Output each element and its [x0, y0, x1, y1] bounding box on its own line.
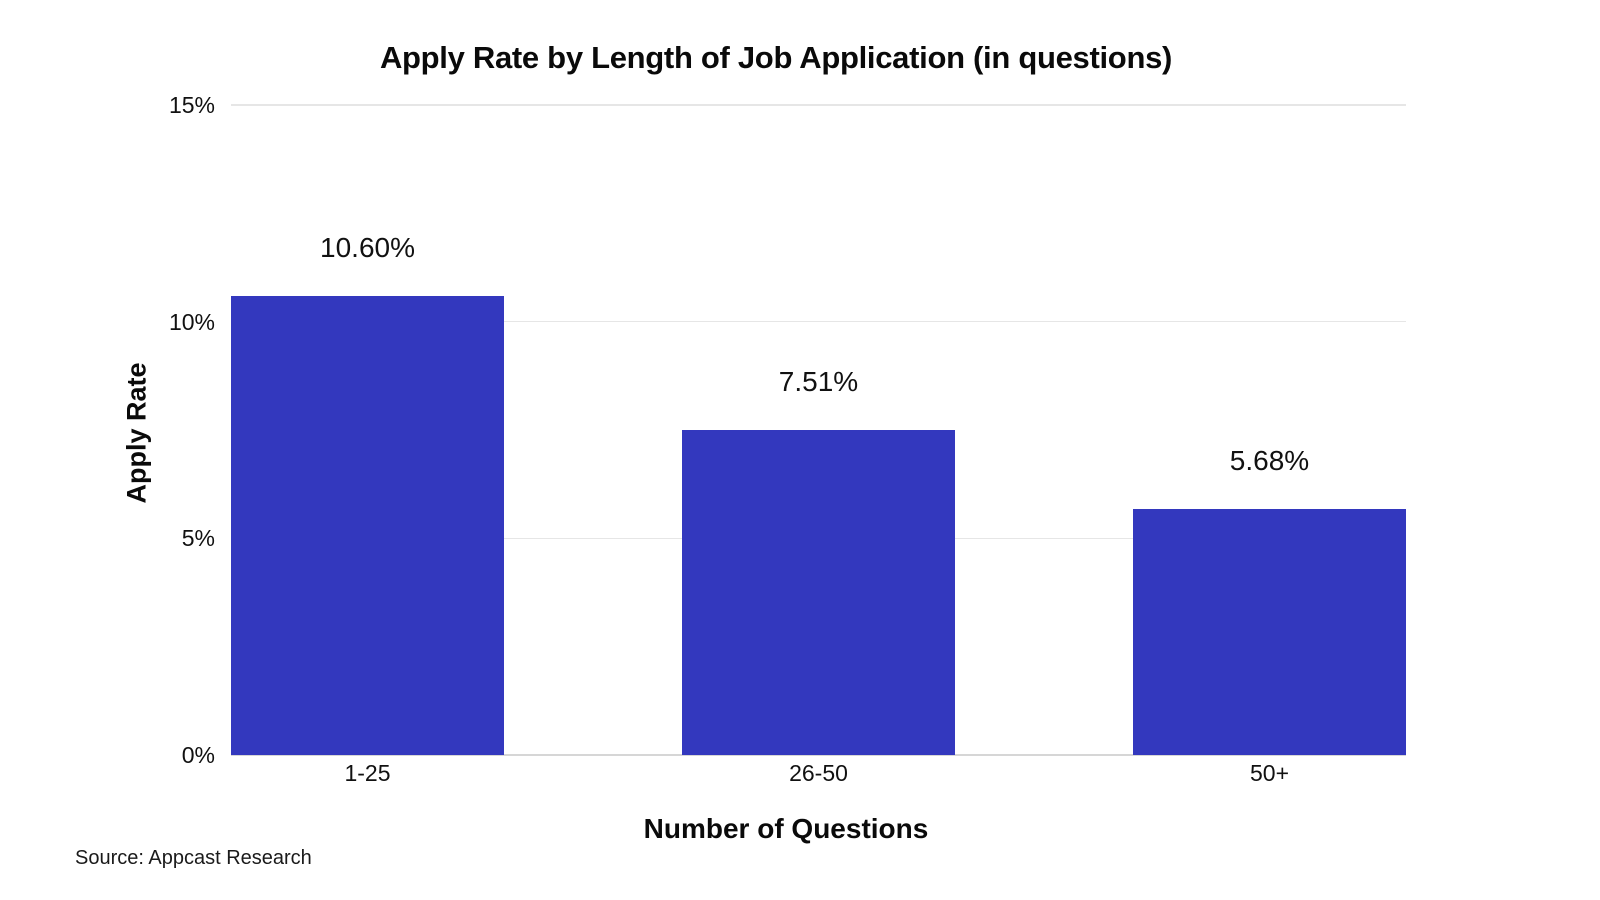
y-tick-label-0pct: 0% — [181, 742, 215, 768]
x-axis-line — [231, 754, 1406, 756]
plot-area: 10.60% 7.51% 5.68% — [231, 104, 1406, 756]
x-tick-label-26-50: 26-50 — [789, 760, 848, 786]
x-axis-title: Number of Questions — [643, 813, 929, 844]
x-tick-label-50+: 50+ — [1249, 760, 1290, 786]
y-axis-title: Apply Rate — [121, 362, 152, 504]
bar-1-25 — [231, 295, 504, 755]
y-tick-label-10pct: 10% — [168, 308, 215, 335]
source-note: Source: Appcast Research — [75, 847, 312, 869]
bar-value-label-1-25: 10.60% — [320, 231, 415, 263]
y-tick-label-5pct: 5% — [181, 525, 215, 552]
bar-value-label-50+: 5.68% — [1229, 444, 1310, 476]
bar-26-50 — [682, 429, 955, 755]
gridline-15pct — [231, 104, 1406, 106]
bar-value-label-26-50: 7.51% — [778, 365, 859, 397]
x-tick-label-1-25: 1-25 — [344, 760, 391, 786]
chart-title: Apply Rate by Length of Job Application … — [379, 40, 1173, 75]
y-tick-label-15pct: 15% — [168, 92, 215, 118]
gridline-10pct — [231, 320, 1406, 323]
bar-50+ — [1133, 508, 1406, 755]
